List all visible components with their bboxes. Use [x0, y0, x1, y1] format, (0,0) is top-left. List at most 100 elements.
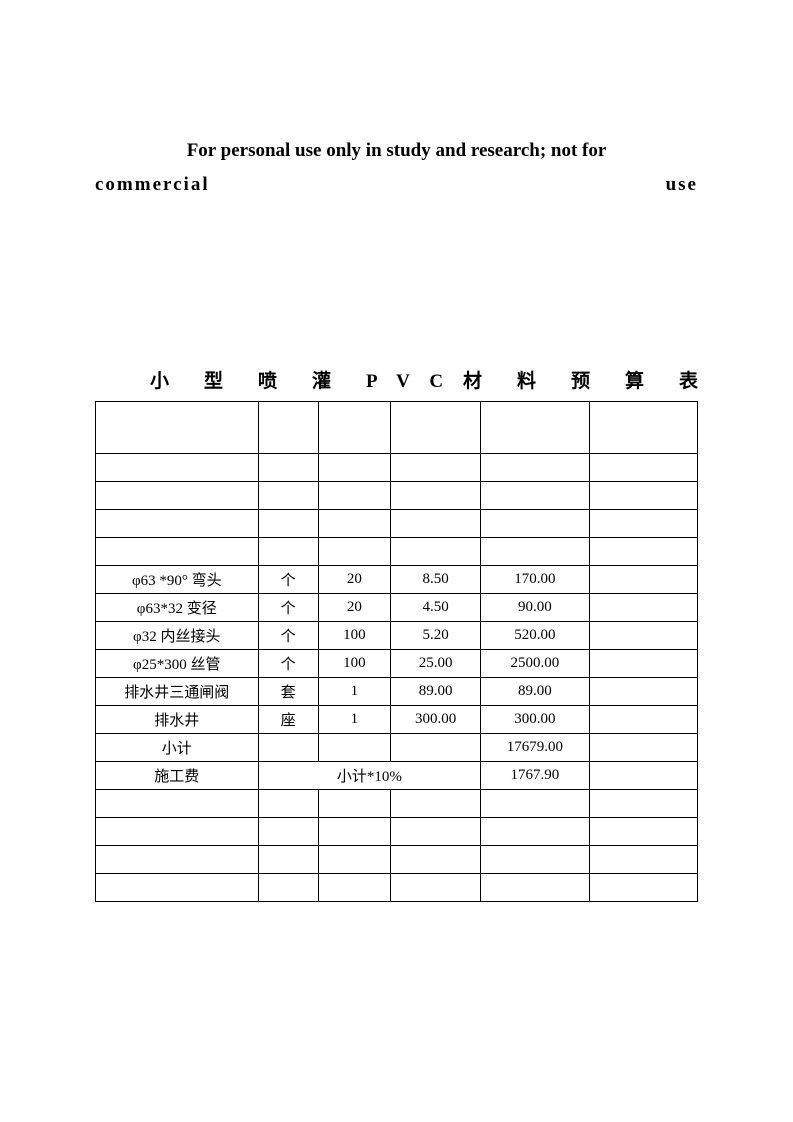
cell-qty: 1 — [318, 706, 390, 734]
cell-unit: 个 — [258, 566, 318, 594]
document-page: For personal use only in study and resea… — [0, 0, 793, 962]
cell-unit: 个 — [258, 594, 318, 622]
cell-empty — [258, 454, 318, 482]
cell-empty — [481, 482, 589, 510]
cell-note — [589, 622, 697, 650]
cell-empty — [589, 874, 697, 902]
cell-empty — [318, 874, 390, 902]
cell-empty — [96, 454, 259, 482]
cell-amount: 90.00 — [481, 594, 589, 622]
cell-empty — [390, 874, 480, 902]
cell-name: φ63*32 变径 — [96, 594, 259, 622]
cell-empty — [318, 482, 390, 510]
cell-note — [589, 594, 697, 622]
table-row: φ32 内丝接头个1005.20520.00 — [96, 622, 698, 650]
cell-empty — [589, 818, 697, 846]
cell-empty — [96, 510, 259, 538]
cell-amount: 170.00 — [481, 566, 589, 594]
cell-empty — [481, 818, 589, 846]
cell-price: 300.00 — [390, 706, 480, 734]
cell-price: 8.50 — [390, 566, 480, 594]
cell-empty — [318, 846, 390, 874]
cell-fee-formula: 小计*10% — [258, 762, 481, 790]
cell-empty — [258, 482, 318, 510]
cell-empty — [481, 454, 589, 482]
cell-amount: 520.00 — [481, 622, 589, 650]
cell-note — [589, 678, 697, 706]
cell-empty — [96, 538, 259, 566]
cell-unit: 个 — [258, 650, 318, 678]
table-row: 排水井三通闸阀套189.0089.00 — [96, 678, 698, 706]
cell-note — [589, 650, 697, 678]
cell-name: φ63 *90° 弯头 — [96, 566, 259, 594]
cell-empty — [258, 510, 318, 538]
table-row: φ25*300 丝管个10025.002500.00 — [96, 650, 698, 678]
cell-empty — [589, 538, 697, 566]
cell-amount: 300.00 — [481, 706, 589, 734]
cell-empty — [258, 818, 318, 846]
cell-note — [589, 566, 697, 594]
cell-empty — [96, 874, 259, 902]
cell-empty — [390, 482, 480, 510]
cell-empty — [390, 510, 480, 538]
cell-empty — [481, 402, 589, 454]
table-row — [96, 790, 698, 818]
cell-empty — [589, 762, 697, 790]
cell-empty — [96, 402, 259, 454]
cell-price: 5.20 — [390, 622, 480, 650]
cell-empty — [589, 734, 697, 762]
table-row: 小计17679.00 — [96, 734, 698, 762]
table-row: φ63 *90° 弯头个208.50170.00 — [96, 566, 698, 594]
table-row: 施工费小计*10%1767.90 — [96, 762, 698, 790]
cell-amount: 2500.00 — [481, 650, 589, 678]
cell-empty — [481, 790, 589, 818]
cell-qty: 100 — [318, 650, 390, 678]
cell-empty — [481, 538, 589, 566]
cell-empty — [318, 510, 390, 538]
cell-empty — [258, 846, 318, 874]
cell-empty — [390, 538, 480, 566]
table-row — [96, 510, 698, 538]
cell-empty — [481, 510, 589, 538]
cell-qty: 20 — [318, 566, 390, 594]
table-title: 小 型 喷 灌 P V C 材 料 预 算 表 — [95, 366, 698, 393]
cell-empty — [481, 846, 589, 874]
cell-fee-label: 施工费 — [96, 762, 259, 790]
table-row — [96, 402, 698, 454]
disclaimer-line2: commercial use — [95, 174, 698, 196]
budget-table: φ63 *90° 弯头个208.50170.00φ63*32 变径个204.50… — [95, 401, 698, 902]
cell-subtotal-amount: 17679.00 — [481, 734, 589, 762]
disclaimer-line1: For personal use only in study and resea… — [95, 140, 698, 162]
cell-empty — [390, 790, 480, 818]
cell-empty — [589, 790, 697, 818]
cell-empty — [589, 846, 697, 874]
cell-empty — [318, 538, 390, 566]
cell-empty — [258, 734, 318, 762]
cell-empty — [589, 482, 697, 510]
cell-empty — [258, 874, 318, 902]
table-row — [96, 538, 698, 566]
cell-name: φ32 内丝接头 — [96, 622, 259, 650]
cell-name: φ25*300 丝管 — [96, 650, 259, 678]
table-row — [96, 454, 698, 482]
cell-price: 89.00 — [390, 678, 480, 706]
cell-empty — [589, 454, 697, 482]
cell-empty — [481, 874, 589, 902]
cell-amount: 89.00 — [481, 678, 589, 706]
cell-empty — [96, 790, 259, 818]
cell-empty — [390, 734, 480, 762]
cell-empty — [258, 790, 318, 818]
cell-empty — [390, 454, 480, 482]
cell-empty — [96, 482, 259, 510]
cell-name: 排水井三通闸阀 — [96, 678, 259, 706]
cell-empty — [589, 510, 697, 538]
table-row — [96, 846, 698, 874]
cell-note — [589, 706, 697, 734]
cell-empty — [390, 818, 480, 846]
table-row — [96, 818, 698, 846]
cell-qty: 1 — [318, 678, 390, 706]
table-row — [96, 482, 698, 510]
cell-empty — [258, 538, 318, 566]
cell-empty — [318, 818, 390, 846]
cell-empty — [96, 818, 259, 846]
